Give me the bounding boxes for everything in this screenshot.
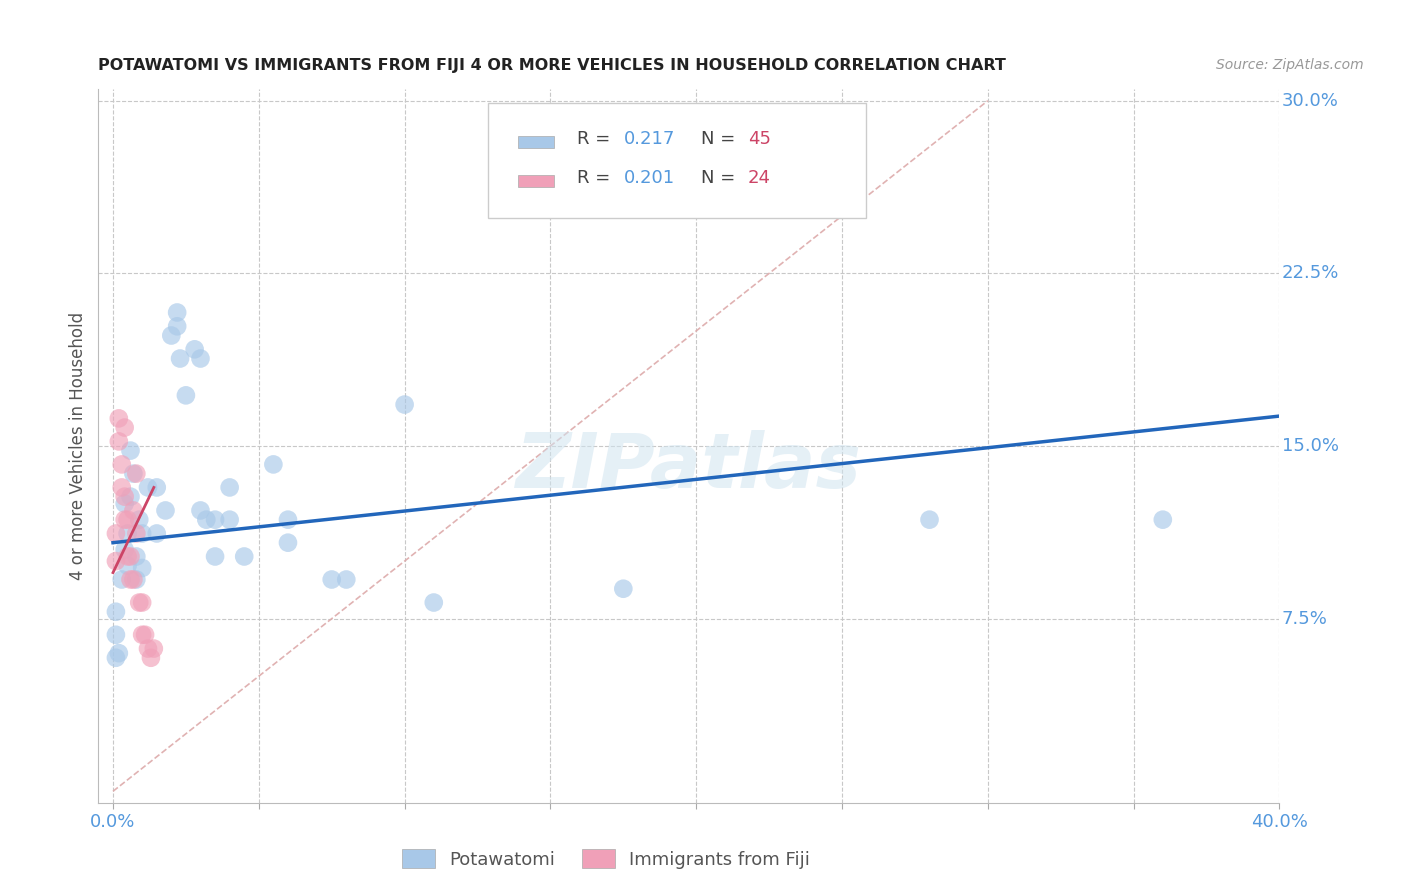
Point (104, 650, 127, 665)
Point (122, 573, 145, 587)
Text: R =: R = (576, 169, 616, 187)
Point (117, 558, 139, 573)
FancyBboxPatch shape (517, 136, 554, 148)
Text: 24: 24 (748, 169, 770, 187)
Point (114, 513, 136, 527)
Point (104, 628, 127, 642)
Point (108, 646, 131, 660)
Point (122, 503, 145, 517)
Point (262, 458, 284, 472)
Point (204, 513, 226, 527)
Point (111, 480, 134, 494)
Text: N =: N = (700, 130, 741, 148)
Point (120, 490, 142, 504)
Point (117, 549, 139, 564)
Point (120, 573, 142, 587)
Point (114, 490, 136, 504)
Point (918, 513, 941, 527)
Point (155, 503, 177, 517)
Point (104, 554, 127, 568)
Text: 45: 45 (748, 130, 770, 148)
Point (111, 458, 134, 472)
Text: 15.0%: 15.0% (1282, 437, 1339, 455)
Point (125, 573, 148, 587)
Point (136, 641, 159, 656)
Point (277, 535, 299, 549)
Point (190, 503, 212, 517)
Text: 30.0%: 30.0% (1282, 92, 1339, 110)
Point (321, 573, 343, 587)
Point (117, 513, 139, 527)
Point (131, 628, 153, 642)
Point (114, 542, 136, 557)
Point (125, 549, 148, 564)
Point (104, 526, 127, 541)
Point (145, 480, 167, 494)
Point (104, 605, 127, 619)
Point (125, 526, 148, 541)
Point (142, 641, 165, 656)
Point (128, 595, 150, 609)
Point (394, 398, 416, 412)
Point (122, 467, 145, 481)
Text: 7.5%: 7.5% (1282, 609, 1327, 628)
Point (423, 595, 446, 609)
Point (136, 480, 159, 494)
Point (233, 549, 256, 564)
Point (174, 388, 197, 402)
Point (111, 573, 134, 587)
Point (145, 526, 167, 541)
Point (218, 480, 240, 494)
Text: Source: ZipAtlas.com: Source: ZipAtlas.com (1216, 58, 1364, 72)
Text: 22.5%: 22.5% (1282, 264, 1339, 283)
Point (120, 549, 142, 564)
Point (183, 343, 205, 357)
Y-axis label: 4 or more Vehicles in Household: 4 or more Vehicles in Household (69, 312, 87, 580)
Point (190, 351, 212, 366)
FancyBboxPatch shape (517, 175, 554, 187)
Point (117, 526, 139, 541)
Point (108, 411, 131, 425)
Point (218, 513, 240, 527)
Point (114, 420, 136, 434)
Text: POTAWATOMI VS IMMIGRANTS FROM FIJI 4 OR MORE VEHICLES IN HOUSEHOLD CORRELATION C: POTAWATOMI VS IMMIGRANTS FROM FIJI 4 OR … (98, 58, 1007, 73)
Point (1152, 513, 1174, 527)
Point (131, 526, 153, 541)
Point (120, 443, 142, 458)
Text: N =: N = (700, 169, 741, 187)
Point (131, 561, 153, 575)
Point (108, 434, 131, 449)
Point (277, 513, 299, 527)
Text: ZIPatlas: ZIPatlas (516, 431, 862, 504)
Point (139, 650, 162, 665)
Text: 0.201: 0.201 (624, 169, 675, 187)
Point (134, 628, 156, 642)
Point (166, 305, 188, 319)
Point (131, 595, 153, 609)
Point (114, 497, 136, 511)
Point (160, 328, 183, 343)
Point (335, 573, 357, 587)
Point (166, 319, 188, 334)
Legend: Potawatomi, Immigrants from Fiji: Potawatomi, Immigrants from Fiji (395, 842, 817, 876)
Point (612, 582, 634, 596)
Point (125, 467, 148, 481)
Text: R =: R = (576, 130, 616, 148)
Point (195, 513, 218, 527)
Point (128, 513, 150, 527)
FancyBboxPatch shape (488, 103, 866, 218)
Text: 0.217: 0.217 (624, 130, 675, 148)
Point (169, 351, 191, 366)
Point (204, 549, 226, 564)
